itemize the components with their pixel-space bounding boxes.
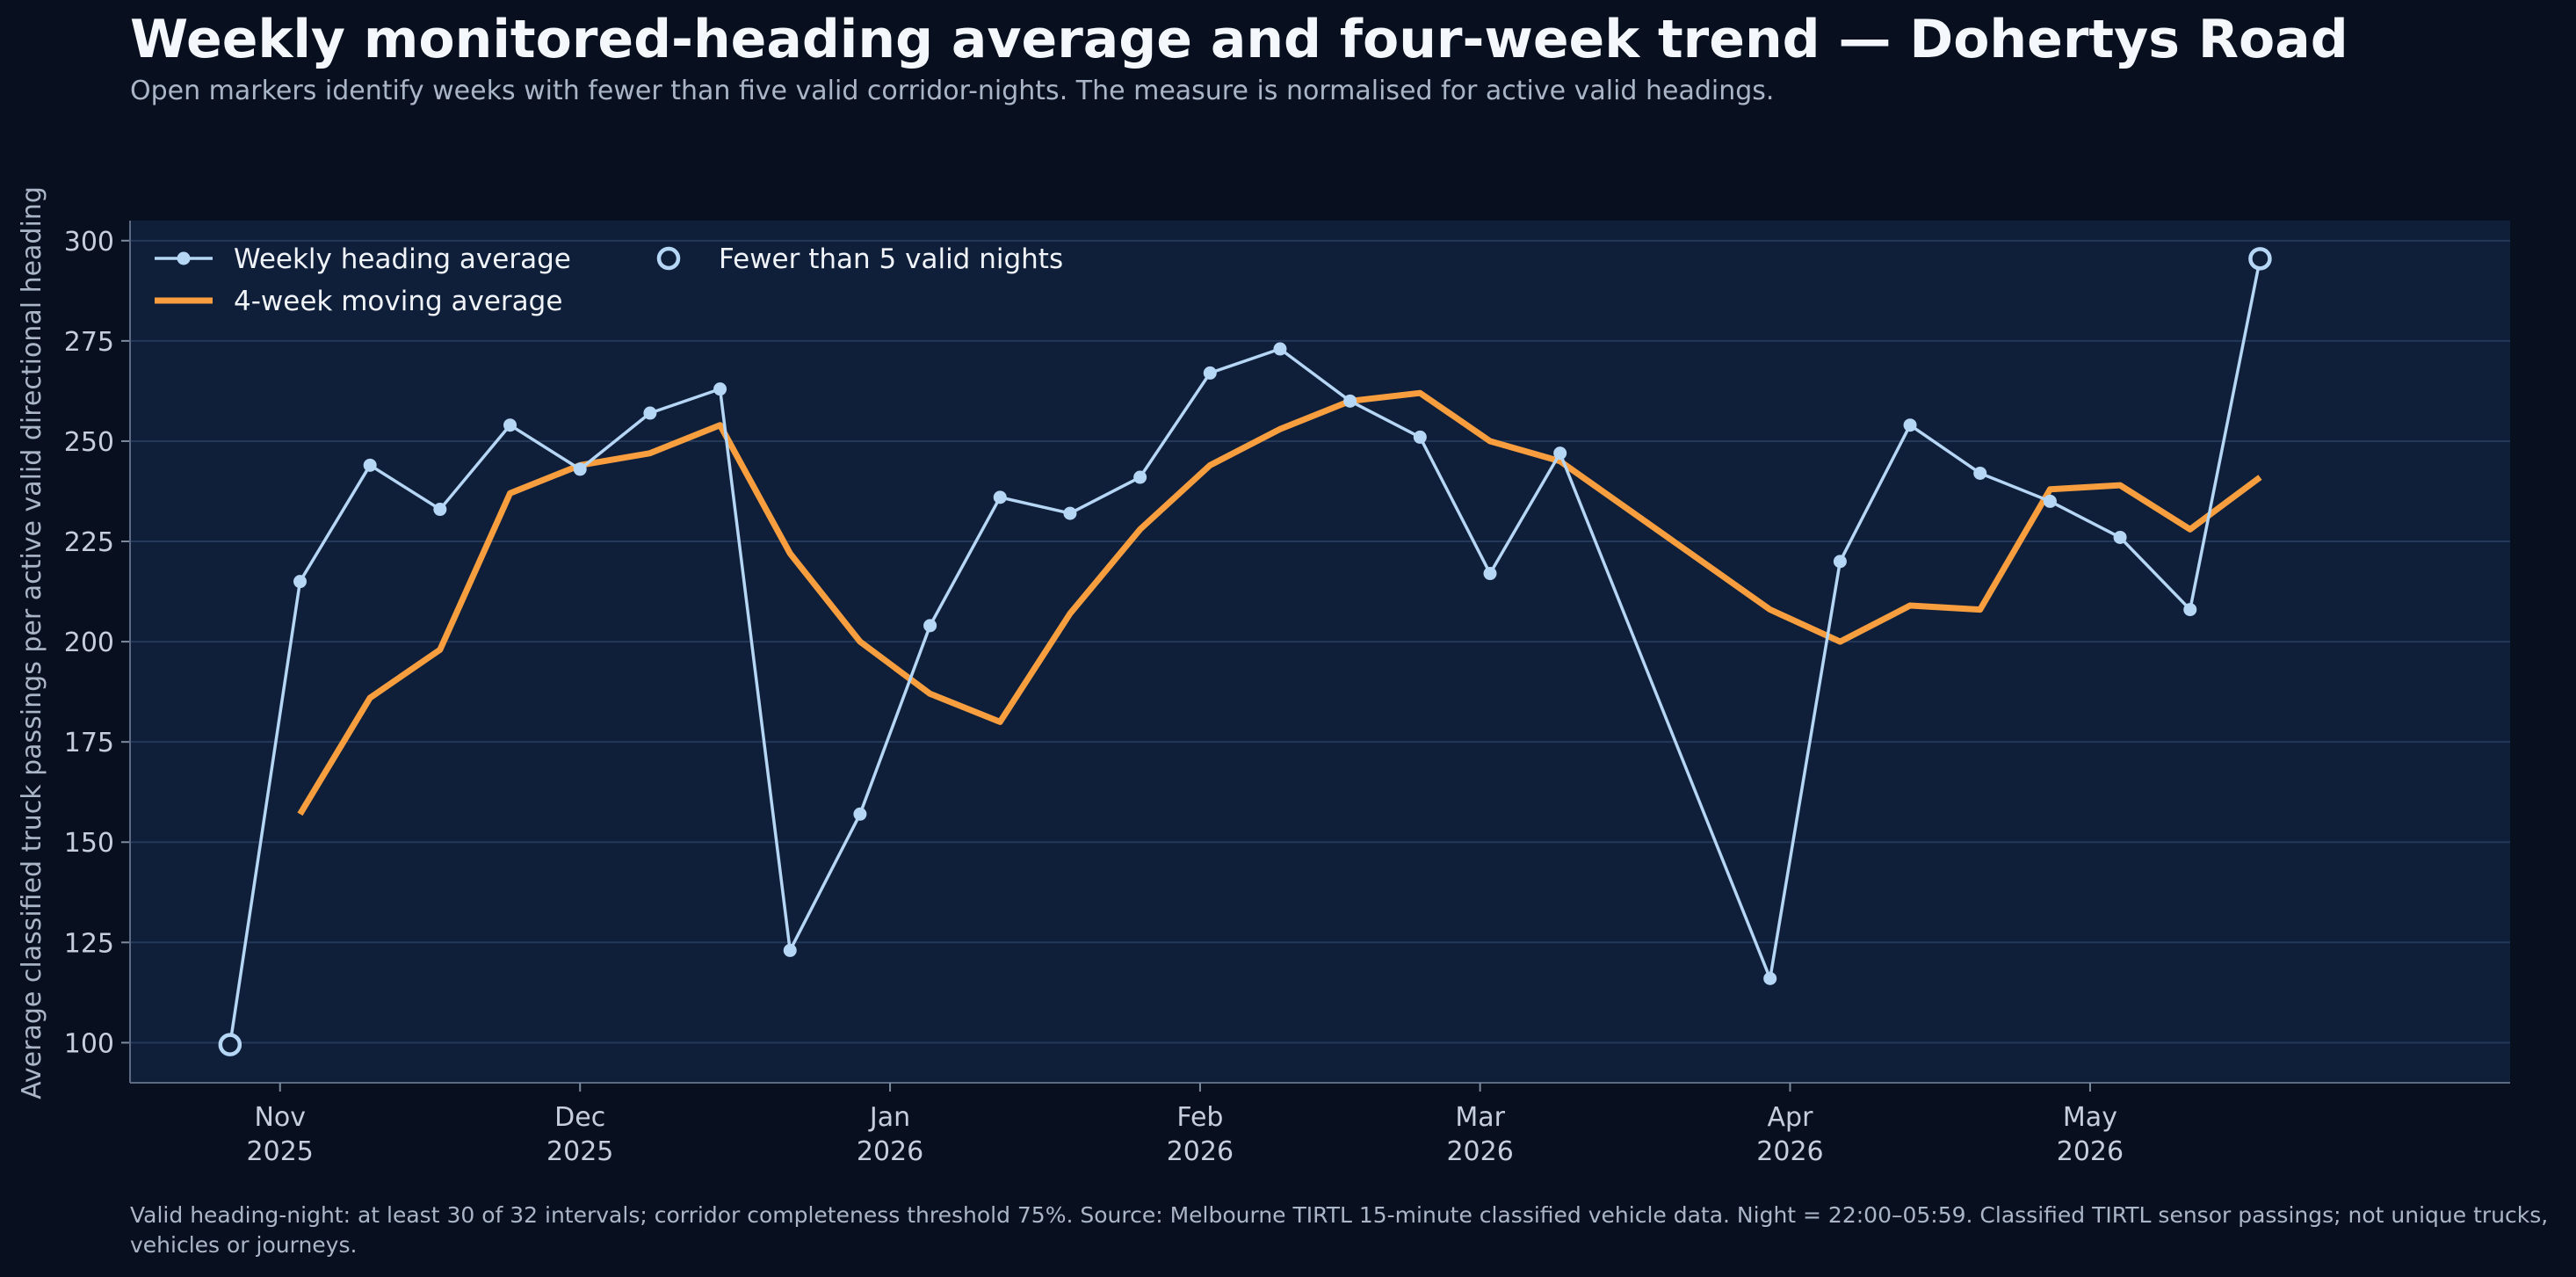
weekly-point <box>1273 342 1287 356</box>
weekly-point <box>1903 418 1917 432</box>
x-tick-label-month: Mar <box>1455 1102 1505 1133</box>
low-nights-open-marker <box>218 1033 242 1056</box>
x-tick-label-month: May <box>2063 1102 2117 1133</box>
x-tick-label-month: Dec <box>554 1102 605 1133</box>
y-tick-label: 200 <box>64 628 114 658</box>
low-nights-open-marker <box>2248 247 2272 271</box>
y-tick-label: 125 <box>64 928 114 959</box>
weekly-point <box>1973 466 1987 480</box>
weekly-point <box>2043 494 2057 508</box>
x-tick-label-year: 2026 <box>1446 1136 1513 1167</box>
weekly-point <box>643 406 657 420</box>
x-tick-label-year: 2026 <box>1167 1136 1234 1167</box>
legend-weekly-swatch-marker <box>177 251 191 265</box>
moving-average-series <box>297 389 2262 816</box>
weekly-point <box>1483 567 1497 581</box>
weekly-point <box>1133 470 1147 484</box>
weekly-point <box>1203 366 1217 380</box>
x-tick-label-month: Jan <box>868 1102 910 1133</box>
axes: 100125150175200225250275300Nov2025Dec202… <box>64 221 2510 1167</box>
weekly-point <box>853 807 867 821</box>
moving-average-line <box>297 389 2262 816</box>
x-tick-label-year: 2026 <box>857 1136 923 1167</box>
x-tick-label-month: Nov <box>254 1102 306 1133</box>
x-tick-label-month: Feb <box>1176 1102 1223 1133</box>
y-tick-label: 300 <box>64 227 114 258</box>
weekly-point <box>1553 446 1567 461</box>
weekly-point <box>713 382 727 396</box>
x-tick-label-year: 2026 <box>2057 1136 2124 1167</box>
legend: Weekly heading average 4-week moving aver… <box>155 243 1063 317</box>
weekly-point <box>993 490 1007 504</box>
y-tick-label: 100 <box>64 1028 114 1059</box>
legend-weekly-label: Weekly heading average <box>234 243 571 275</box>
legend-ma-label: 4-week moving average <box>234 286 562 317</box>
plot-area <box>130 221 2510 1083</box>
weekly-point <box>923 619 937 633</box>
y-tick-label: 150 <box>64 828 114 859</box>
x-tick-label-year: 2025 <box>247 1136 314 1167</box>
legend-open-marker-swatch <box>656 246 681 271</box>
weekly-point <box>1343 394 1357 408</box>
y-tick-label: 250 <box>64 427 114 458</box>
y-tick-label: 175 <box>64 728 114 758</box>
legend-open-marker-label: Fewer than 5 valid nights <box>719 243 1063 275</box>
gridlines <box>130 239 2510 1044</box>
weekly-point <box>2113 530 2127 544</box>
weekly-point <box>1763 971 1777 985</box>
y-axis-label: Average classified truck passings per ac… <box>17 186 47 1099</box>
weekly-point <box>573 462 587 476</box>
weekly-point <box>293 575 307 589</box>
weekly-point <box>363 458 377 472</box>
chart-title: Weekly monitored-heading average and fou… <box>130 9 2348 70</box>
x-tick-label-year: 2026 <box>1756 1136 1823 1167</box>
weekly-point <box>503 418 517 432</box>
y-tick-label: 225 <box>64 527 114 558</box>
weekly-average-line <box>228 258 2262 1045</box>
weekly-series <box>218 247 2272 1056</box>
y-tick-label: 275 <box>64 327 114 358</box>
weekly-point <box>433 503 447 517</box>
x-tick-label-year: 2025 <box>546 1136 613 1167</box>
weekly-point <box>1413 430 1427 444</box>
weekly-point <box>783 943 797 957</box>
chart-subtitle: Open markers identify weeks with fewer t… <box>130 76 1775 106</box>
weekly-point <box>1063 506 1077 520</box>
x-tick-label-month: Apr <box>1768 1102 1814 1133</box>
footnote: Valid heading-night: at least 30 of 32 i… <box>130 1202 2549 1258</box>
weekly-point <box>1833 555 1847 569</box>
weekly-point <box>2183 603 2197 617</box>
